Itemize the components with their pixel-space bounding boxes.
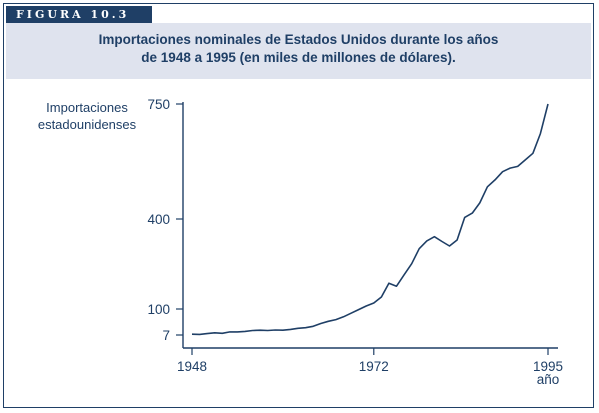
y-tick-label: 7 (162, 328, 170, 343)
plot-area (191, 103, 549, 336)
y-axis-label-line-1: Importaciones (46, 100, 128, 115)
x-tick-label: 1948 (177, 359, 207, 374)
chart-title-line-2: de 1948 a 1995 (en miles de millones de … (141, 50, 456, 65)
series-line (191, 103, 549, 336)
x-tick-label: 1995 (533, 359, 563, 374)
y-axis-label-line-2: estadounidenses (38, 117, 137, 132)
figure-label: FIGURA 10.3 (6, 6, 152, 23)
x-tick-label: 1972 (359, 359, 389, 374)
title-band: Importaciones nominales de Estados Unido… (6, 23, 591, 79)
y-tick-label: 100 (147, 302, 170, 317)
chart-title: Importaciones nominales de Estados Unido… (6, 31, 591, 67)
x-axis-label: año (537, 372, 560, 387)
axes: 7 100 400 750 1948 1972 1995 (147, 97, 563, 374)
chart-title-line-1: Importaciones nominales de Estados Unido… (98, 32, 499, 47)
y-tick-label: 750 (147, 97, 170, 112)
y-tick-label: 400 (147, 212, 170, 227)
